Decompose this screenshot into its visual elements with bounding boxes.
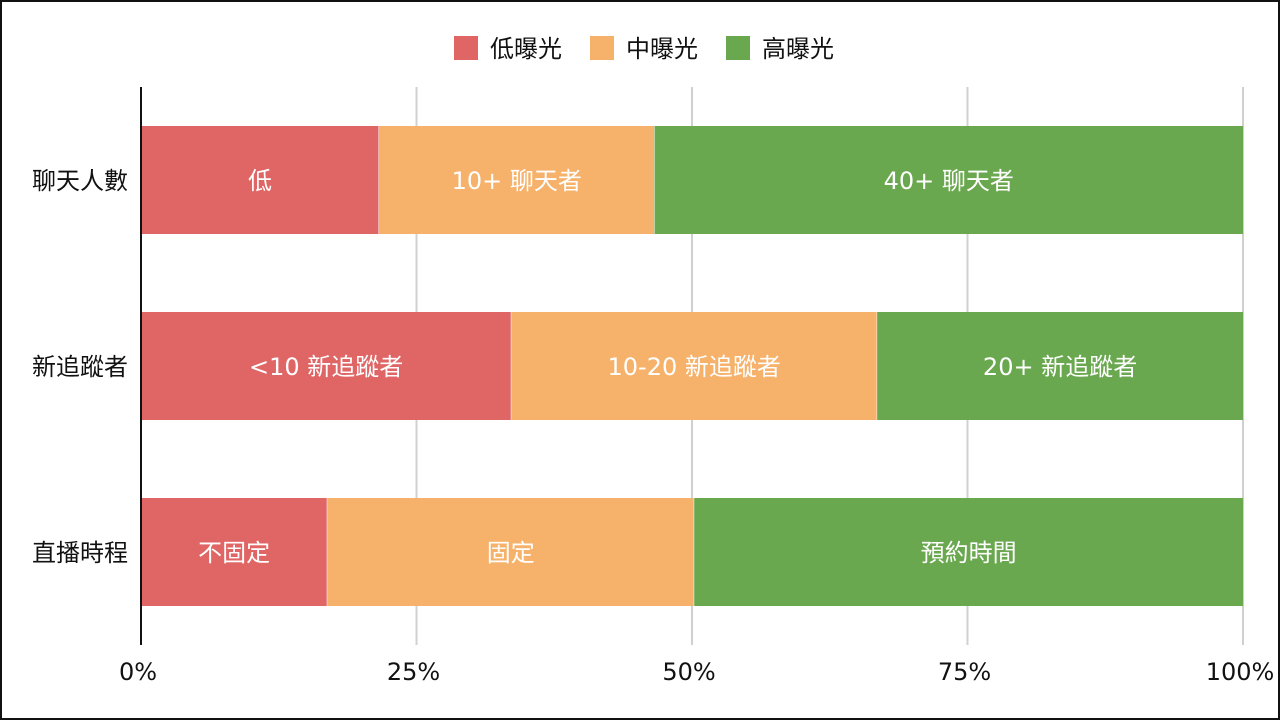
x-tick-label: 25% (387, 658, 440, 686)
bar-segment (141, 126, 380, 234)
segment-label: 低 (248, 167, 272, 195)
bar-segment (379, 126, 655, 234)
segment-label: 10-20 新追蹤者 (608, 353, 781, 381)
segment-label: 40+ 聊天者 (884, 167, 1014, 195)
category-label: 聊天人數 (32, 167, 128, 195)
segment-label: <10 新追蹤者 (249, 353, 403, 381)
legend-label: 高曝光 (762, 35, 834, 63)
bar-segment (327, 498, 695, 606)
x-tick-label: 100% (1206, 658, 1275, 686)
bar-segment (141, 312, 512, 420)
x-tick-label: 50% (662, 658, 715, 686)
category-label: 新追蹤者 (32, 353, 128, 381)
bar-segment (511, 312, 878, 420)
x-tick-labels: 0% 25% 50% 75% 100% (119, 658, 1274, 686)
bar-segment (654, 126, 1243, 234)
category-label: 直播時程 (32, 539, 128, 567)
bar-segment (141, 498, 328, 606)
legend-swatch (590, 36, 614, 60)
legend-swatch (726, 36, 750, 60)
legend-swatch (454, 36, 478, 60)
bar-segment (877, 312, 1243, 420)
legend-label: 中曝光 (626, 35, 698, 63)
x-tick-label: 0% (119, 658, 157, 686)
bar-segments: 低 10+ 聊天者 40+ 聊天者 <10 新追蹤者 10-20 新追蹤者 20+ 新追蹤… (141, 126, 1243, 606)
legend-label: 低曝光 (490, 35, 562, 63)
bar-segment (694, 498, 1243, 606)
segment-label: 固定 (487, 539, 535, 567)
segment-label: 不固定 (198, 539, 270, 567)
x-tick-label: 75% (938, 658, 991, 686)
segment-label: 20+ 新追蹤者 (983, 353, 1137, 381)
segment-label: 預約時間 (921, 539, 1017, 567)
legend: 低曝光 中曝光 高曝光 (454, 35, 834, 63)
segment-label: 10+ 聊天者 (452, 167, 582, 195)
